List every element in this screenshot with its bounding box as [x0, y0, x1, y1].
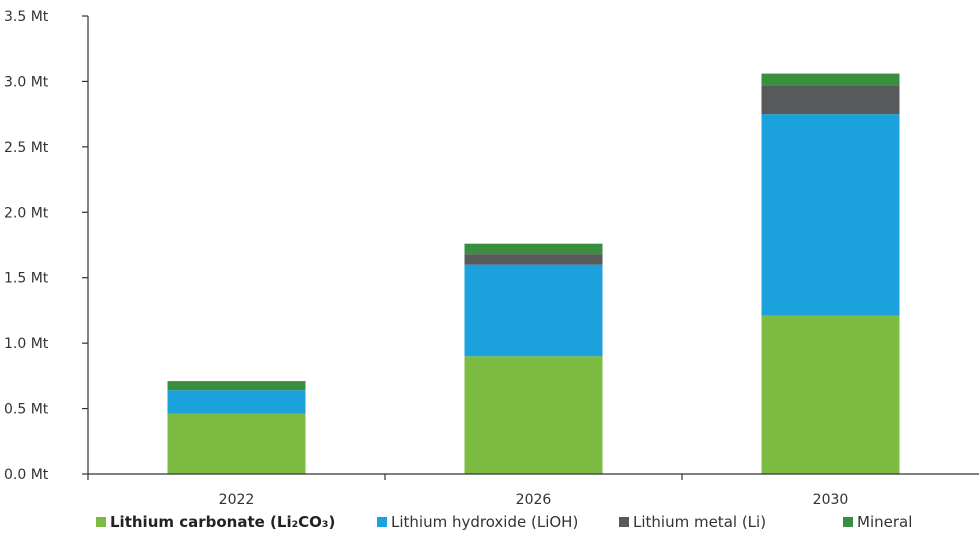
x-axis-tick-label: 2022: [219, 492, 255, 508]
x-axis-tick-labels: 2022 2026 2030: [219, 492, 849, 508]
bar-segment: [464, 264, 603, 357]
x-axis-tick-label: 2030: [813, 492, 849, 508]
legend: Lithium carbonate (Li₂CO₃) Lithium hydrox…: [96, 513, 912, 531]
x-axis-tick-label: 2026: [516, 492, 552, 508]
y-axis-tick-label: 0.5 Mt: [4, 402, 49, 418]
legend-swatch: [96, 517, 106, 527]
y-axis-ticks: [82, 15, 88, 475]
legend-swatch: [619, 517, 629, 527]
bar-segment: [761, 73, 900, 86]
bar-segment: [464, 243, 603, 255]
bar-segment: [464, 254, 603, 265]
bar-segment: [761, 315, 900, 474]
y-axis-tick-label: 1.0 Mt: [4, 336, 49, 352]
bar-segment: [167, 413, 306, 474]
bar-segment: [761, 114, 900, 316]
legend-swatch: [843, 517, 853, 527]
bar-segment: [167, 381, 306, 391]
bar-segment: [761, 85, 900, 115]
legend-label: Lithium carbonate (Li₂CO₃): [110, 513, 335, 531]
y-axis-tick-label: 2.5 Mt: [4, 140, 49, 156]
legend-swatch: [377, 517, 387, 527]
y-axis-tick-label: 1.5 Mt: [4, 271, 49, 287]
y-axis-tick-labels: 0.0 Mt 0.5 Mt 1.0 Mt 1.5 Mt 2.0 Mt 2.5 Mt 3.0 …: [4, 9, 49, 483]
legend-label: Mineral: [857, 513, 912, 531]
x-axis-ticks: [87, 474, 683, 480]
bars: [167, 73, 900, 474]
y-axis-tick-label: 0.0 Mt: [4, 467, 49, 483]
legend-label: Lithium metal (Li): [633, 513, 766, 531]
y-axis-tick-label: 2.0 Mt: [4, 205, 49, 221]
bar-segment: [464, 356, 603, 474]
y-axis-tick-label: 3.5 Mt: [4, 9, 49, 25]
bar-segment: [167, 390, 306, 414]
legend-label: Lithium hydroxide (LiOH): [391, 513, 578, 531]
y-axis-tick-label: 3.0 Mt: [4, 74, 49, 90]
